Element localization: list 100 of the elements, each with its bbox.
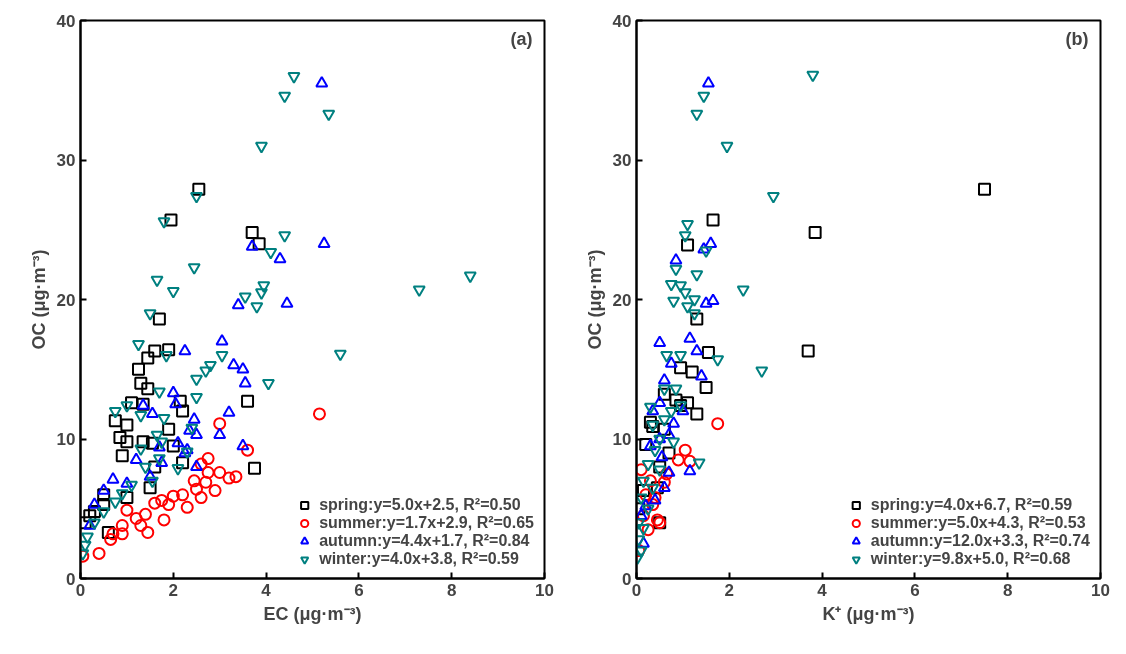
point — [669, 384, 683, 397]
point — [106, 472, 120, 484]
point — [664, 406, 678, 419]
point — [166, 439, 180, 453]
point — [171, 464, 185, 476]
point — [208, 484, 222, 498]
point — [667, 296, 681, 309]
y-tick-label: 10 — [612, 430, 632, 449]
point — [678, 288, 692, 300]
point — [138, 462, 152, 475]
point — [187, 412, 201, 424]
x-tick-label: 4 — [817, 580, 828, 600]
point — [641, 523, 655, 537]
point — [254, 288, 268, 300]
point — [180, 500, 194, 514]
point — [261, 379, 275, 391]
point — [333, 349, 347, 362]
point — [97, 488, 111, 502]
point — [120, 435, 134, 449]
point — [176, 456, 190, 470]
point — [657, 387, 671, 401]
legend-label: summer:y=5.0x+4.3, R²=0.53 — [870, 514, 1086, 532]
legend-label: winter:y=4.0x+3.8, R²=0.59 — [319, 550, 519, 568]
point — [699, 380, 713, 394]
point — [134, 444, 148, 457]
point — [278, 231, 292, 243]
point — [162, 498, 176, 512]
point — [194, 457, 208, 471]
point — [806, 70, 820, 83]
point — [80, 532, 94, 544]
point — [199, 475, 213, 489]
point — [674, 281, 688, 293]
point — [152, 312, 166, 326]
point — [115, 527, 129, 541]
point — [120, 476, 134, 488]
point — [248, 461, 261, 475]
point — [143, 469, 157, 481]
point — [80, 540, 92, 553]
point — [238, 292, 252, 305]
point — [808, 226, 822, 240]
point — [229, 470, 243, 484]
point — [125, 396, 139, 410]
y-tick-label: 30 — [56, 151, 76, 170]
point — [690, 407, 704, 421]
point — [194, 491, 208, 505]
point — [678, 231, 692, 243]
point — [150, 430, 164, 443]
x-axis-title: EC (μg·m⁻³) — [263, 603, 362, 624]
point — [190, 392, 203, 405]
point — [148, 344, 162, 358]
point — [148, 460, 162, 474]
y-tick-label: 40 — [612, 11, 632, 31]
point — [120, 401, 134, 413]
point — [690, 270, 704, 282]
x-tick-label: 2 — [724, 580, 735, 600]
point — [213, 417, 227, 431]
annotation: (a) — [510, 28, 533, 49]
y-tick-label: 20 — [56, 290, 76, 310]
point — [657, 422, 671, 436]
point — [166, 385, 180, 398]
point — [145, 436, 159, 450]
point — [657, 475, 671, 489]
point — [134, 519, 148, 532]
point — [646, 498, 660, 512]
point — [699, 246, 713, 259]
point — [669, 393, 683, 407]
point — [688, 295, 701, 307]
x-tick-label: 8 — [1002, 580, 1013, 600]
point — [215, 351, 229, 363]
point — [134, 411, 148, 423]
point — [660, 467, 674, 481]
point — [222, 405, 236, 417]
point — [681, 238, 695, 252]
x-tick-label: 2 — [168, 580, 179, 600]
point — [801, 344, 815, 358]
point — [241, 394, 255, 408]
point — [201, 452, 215, 466]
point — [643, 415, 657, 429]
point — [681, 396, 695, 410]
point — [166, 286, 180, 299]
point — [657, 415, 671, 427]
legend-label: autumn:y=12.0x+3.3, R²=0.74 — [870, 532, 1090, 550]
point — [136, 435, 150, 449]
point — [653, 465, 667, 478]
point — [108, 414, 122, 428]
point — [164, 213, 178, 227]
point — [132, 339, 145, 352]
point — [678, 443, 692, 457]
point — [697, 91, 711, 104]
legend-label: autumn:y=4.4x+1.7, R²=0.84 — [319, 532, 530, 550]
point — [199, 366, 213, 378]
point — [690, 312, 704, 326]
point — [222, 471, 236, 485]
point — [190, 374, 203, 387]
point — [187, 263, 201, 275]
point — [711, 355, 725, 367]
point — [648, 445, 662, 458]
point — [176, 488, 190, 502]
point — [187, 474, 201, 488]
y-axis-title: OC (μg·m⁻³) — [584, 249, 605, 350]
